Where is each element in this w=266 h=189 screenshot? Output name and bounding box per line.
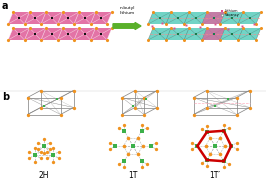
FancyArrow shape — [113, 22, 141, 29]
Polygon shape — [8, 12, 112, 24]
Text: 1T: 1T — [128, 171, 138, 180]
Text: n-butyl
lithium: n-butyl lithium — [119, 6, 135, 15]
Polygon shape — [8, 28, 112, 40]
Polygon shape — [202, 12, 225, 24]
Text: 2H: 2H — [39, 171, 49, 180]
Polygon shape — [202, 28, 225, 40]
Polygon shape — [148, 12, 261, 24]
Text: 1T′: 1T′ — [209, 171, 221, 180]
Text: Vacancy: Vacancy — [225, 13, 240, 17]
Text: Lithium: Lithium — [225, 9, 239, 13]
Polygon shape — [148, 28, 261, 40]
Text: a: a — [2, 1, 9, 11]
Text: b: b — [2, 92, 9, 102]
